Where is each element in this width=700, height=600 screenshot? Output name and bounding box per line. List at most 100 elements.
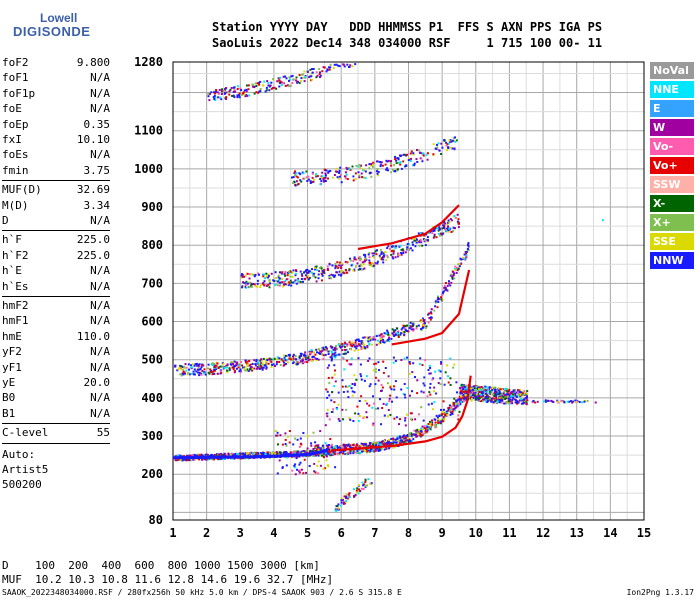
logo-lowell-text: Lowell <box>40 11 78 25</box>
param-key: yE <box>2 376 16 389</box>
param-row-hes: h`Es N/A <box>2 280 110 295</box>
param-value: N/A <box>90 360 110 374</box>
trace-voplus-1 <box>391 269 471 346</box>
y-tick-label: 900 <box>141 200 163 214</box>
param-value: N/A <box>90 345 110 359</box>
auto-line3: 500200 <box>2 478 42 492</box>
param-value: 0.35 <box>83 117 111 131</box>
legend-item-vominus: Vo- <box>650 138 694 155</box>
param-row-b0: B0 N/A <box>2 391 110 406</box>
x-tick-label: 15 <box>637 526 651 540</box>
y-tick-label: 200 <box>141 467 163 481</box>
legend-item-w: W <box>650 119 694 136</box>
param-value: N/A <box>90 314 110 328</box>
legend-item-ssw: SSW <box>650 176 694 193</box>
param-key: hmE <box>2 329 22 343</box>
y-tick-label: 1280 <box>134 55 163 69</box>
param-value: N/A <box>90 299 110 312</box>
auto-line2: Artist5 <box>2 463 49 476</box>
param-row-foes: foEs N/A <box>2 148 110 163</box>
param-key: foEp <box>2 117 29 131</box>
param-value: N/A <box>90 148 110 162</box>
legend-item-xplus: X+ <box>650 214 694 231</box>
y-tick-label: 80 <box>149 513 163 527</box>
footer-distance-row: D 100 200 400 600 800 1000 1500 3000 [km… <box>2 559 320 572</box>
x-tick-label: 1 <box>169 526 176 540</box>
param-key: C-level <box>2 426 49 440</box>
param-value: 9.800 <box>76 56 110 69</box>
x-tick-label: 2 <box>203 526 210 540</box>
param-row-yf2: yF2 N/A <box>2 345 110 360</box>
legend-item-nnw: NNW <box>650 252 694 269</box>
x-tick-label: 6 <box>338 526 345 540</box>
header-line-2: SaoLuis 2022 Dec14 348 034000 RSF 1 715 … <box>212 36 603 50</box>
logo-digisonde-text: DIGISONDE <box>13 24 91 39</box>
param-row-yf1: yF1 N/A <box>2 361 110 376</box>
y-tick-label: 700 <box>141 276 163 290</box>
param-value: N/A <box>90 279 110 293</box>
param-value: 3.75 <box>83 163 111 177</box>
param-separator <box>2 442 110 444</box>
param-row-hf2: h`F2 225.0 <box>2 249 110 264</box>
param-key: h`F <box>2 233 22 247</box>
param-row-fof1p: foF1p N/A <box>2 87 110 102</box>
header-line-1: Station YYYY DAY DDD HHMMSS P1 FFS S AXN… <box>212 20 603 34</box>
param-key: B1 <box>2 406 16 420</box>
x-tick-label: 3 <box>237 526 244 540</box>
param-key: fxI <box>2 133 22 146</box>
param-row-fmin: fmin 3.75 <box>2 164 110 179</box>
param-separator <box>2 423 110 425</box>
version-label: Ion2Png 1.3.17 <box>626 588 694 597</box>
legend: NoVal NNE E W Vo- Vo+ SSW X- X+ SSE NNW <box>650 62 694 271</box>
legend-item-sse: SSE <box>650 233 694 250</box>
param-row-hme: hmE 110.0 <box>2 330 110 345</box>
y-tick-label: 600 <box>141 315 163 329</box>
legend-item-e: E <box>650 100 694 117</box>
param-value: N/A <box>90 214 110 227</box>
y-tick-label: 1100 <box>134 124 163 138</box>
param-value: N/A <box>90 102 110 116</box>
param-key: h`E <box>2 264 22 278</box>
param-row-fxi: fxI 10.10 <box>2 133 110 148</box>
param-value: 10.10 <box>76 133 110 146</box>
x-tick-label: 13 <box>569 526 583 540</box>
param-value: 20.0 <box>83 376 111 389</box>
param-key: foEs <box>2 148 29 162</box>
plot-frame <box>172 61 645 521</box>
x-tick-label: 10 <box>469 526 483 540</box>
trace-voplus-0 <box>331 375 472 452</box>
x-tick-label: 4 <box>270 526 277 540</box>
legend-item-voplus: Vo+ <box>650 157 694 174</box>
x-tick-label: 11 <box>502 526 516 540</box>
param-key: hmF2 <box>2 299 29 312</box>
legend-item-xminus: X- <box>650 195 694 212</box>
param-row-md: M(D) 3.34 <box>2 199 110 214</box>
param-key: h`Es <box>2 279 29 293</box>
param-row-mufd: MUF(D) 32.69 <box>2 183 110 198</box>
x-tick-label: 14 <box>603 526 617 540</box>
param-value: N/A <box>90 71 110 85</box>
y-tick-label: 400 <box>141 391 163 405</box>
param-key: MUF(D) <box>2 183 42 197</box>
param-key: fmin <box>2 163 29 177</box>
param-value: 55 <box>96 426 110 440</box>
param-key: yF1 <box>2 360 22 374</box>
param-key: foE <box>2 102 22 116</box>
x-tick-label: 9 <box>439 526 446 540</box>
param-row-hmf1: hmF1 N/A <box>2 314 110 329</box>
param-value: N/A <box>90 86 110 100</box>
footer-muf-row: MUF 10.2 10.3 10.8 11.6 12.8 14.6 19.6 3… <box>2 573 334 586</box>
param-key: foF1p <box>2 86 36 100</box>
param-row-clevel: C-level 55 <box>2 426 110 441</box>
trace-nnw-3 <box>172 449 329 460</box>
y-tick-label: 1000 <box>134 162 163 176</box>
param-key: h`F2 <box>2 248 29 262</box>
param-row-b1: B1 N/A <box>2 407 110 422</box>
footer-file-info: SAAOK_2022348034000.RSF / 280fx256h 50 k… <box>2 588 402 597</box>
param-value: 225.0 <box>76 248 110 262</box>
param-key: hmF1 <box>2 314 29 328</box>
auto-line1: Auto: <box>2 447 36 461</box>
param-key: foF1 <box>2 71 29 85</box>
x-tick-label: 5 <box>304 526 311 540</box>
param-value: 110.0 <box>76 329 110 343</box>
